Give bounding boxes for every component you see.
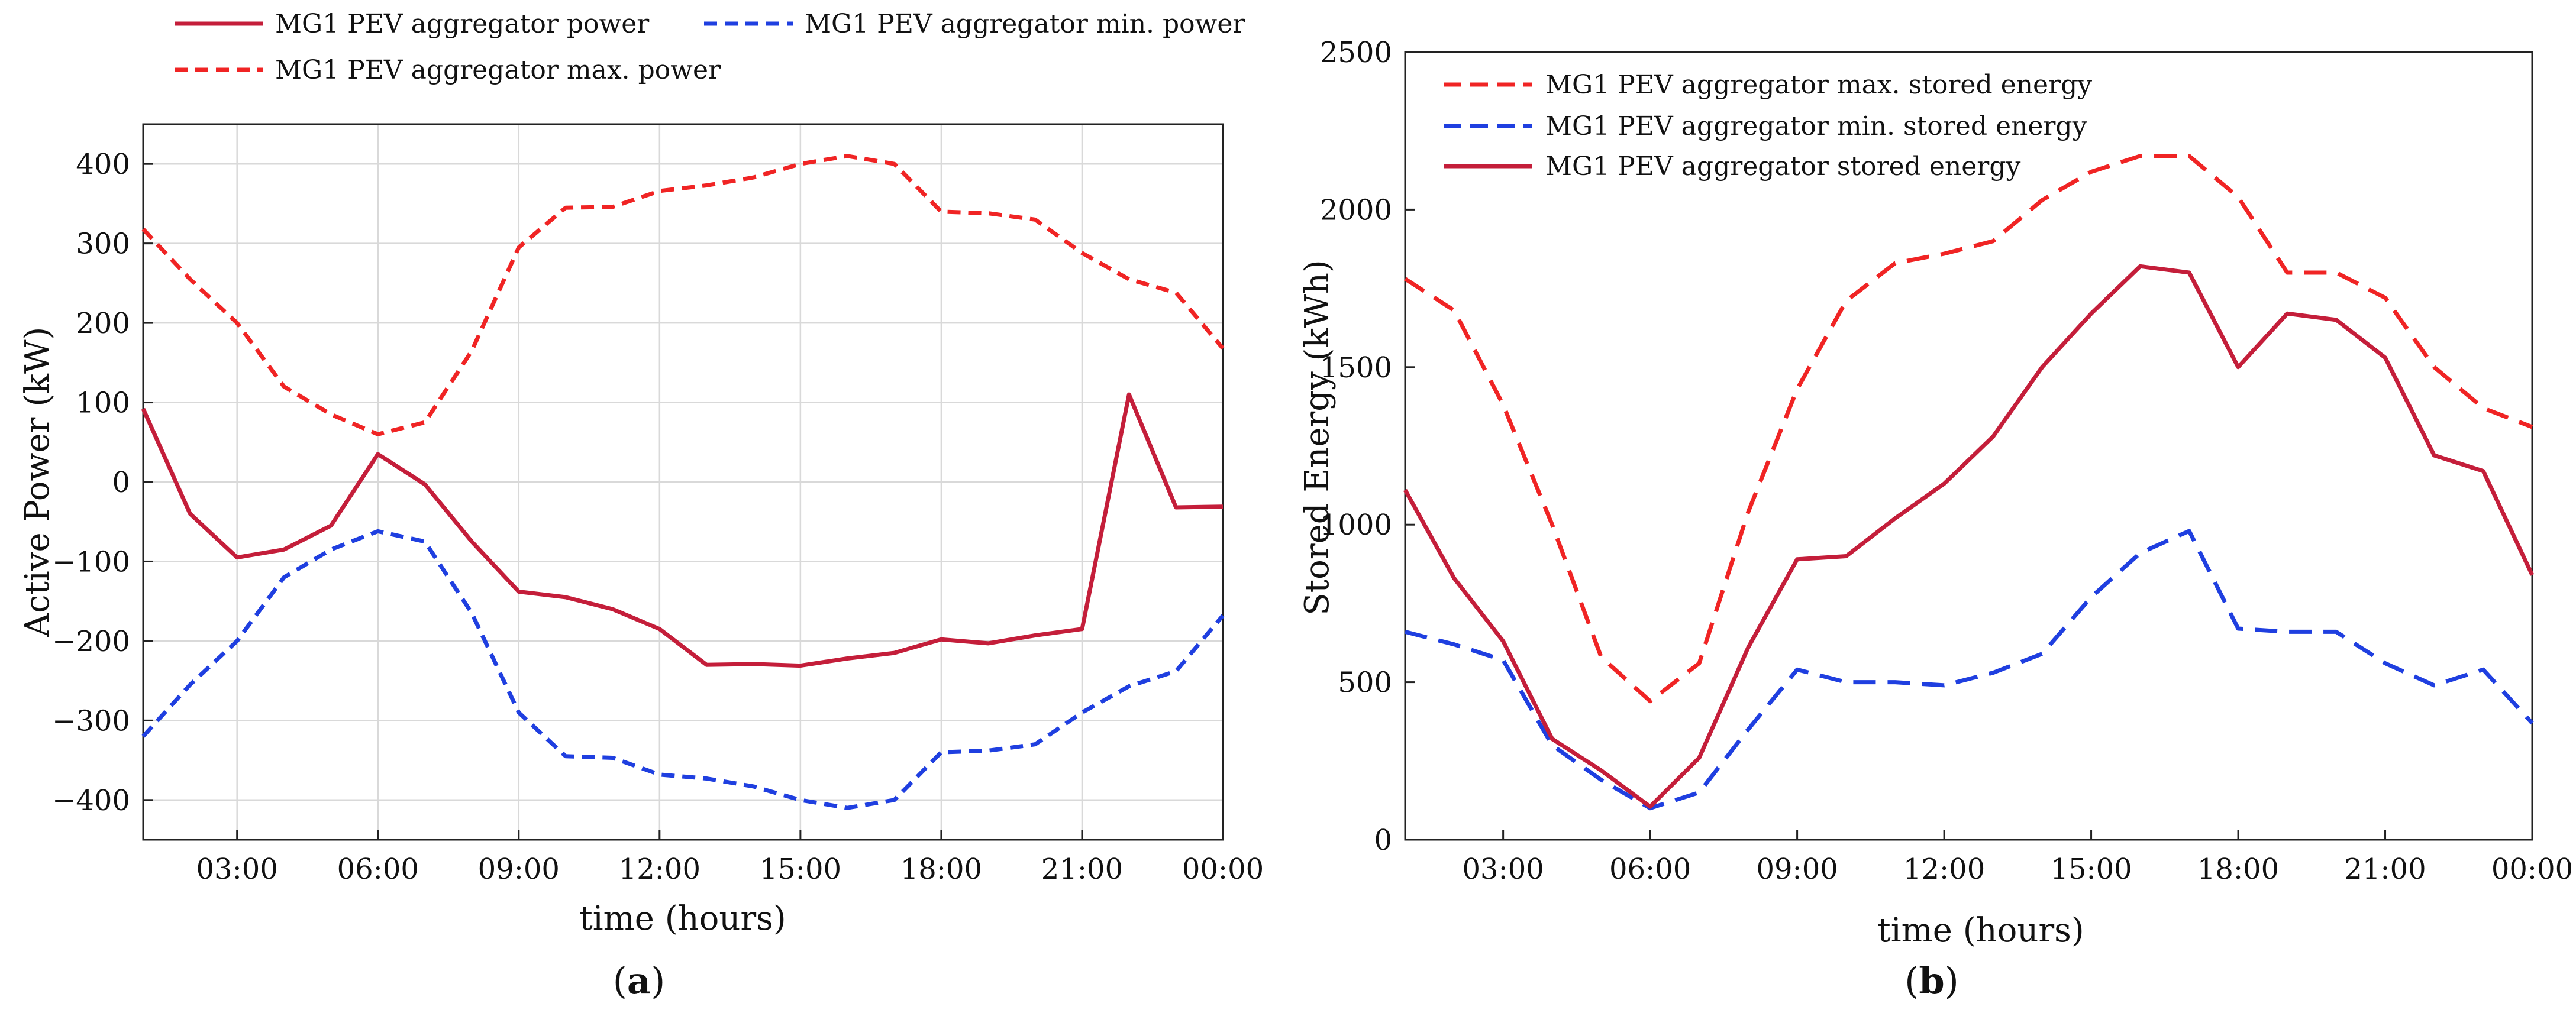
b-series-mg1-pev-aggregator-stored-energy xyxy=(1403,264,2535,809)
a-x-tick-label: 00:00 xyxy=(1182,853,1264,886)
a-y-tick-label: −400 xyxy=(52,784,130,817)
b-y-tick-label: 1000 xyxy=(1320,509,1392,542)
b-legend-entry-min-energy: MG1 PEV aggregator min. stored energy xyxy=(1545,111,2087,141)
b-x-tick-label: 15:00 xyxy=(2050,853,2132,886)
a-series-mg1-pev-aggregator-max-power xyxy=(141,154,1225,436)
b-panel-label: (b) xyxy=(1904,959,1959,1002)
b-series-mg1-pev-aggregator-min-stored-energy xyxy=(1405,529,2534,811)
a-series-mg1-pev-aggregator-power xyxy=(141,392,1224,668)
a-x-axis-label: time (hours) xyxy=(579,899,786,938)
b-x-tick-label: 00:00 xyxy=(2491,853,2573,886)
b-y-tick-label: 2500 xyxy=(1320,36,1392,69)
svg-text:(b): (b) xyxy=(1904,959,1959,1002)
a-series-mg1-pev-aggregator-min-power xyxy=(141,529,1225,810)
a-legend: MG1 PEV aggregator power MG1 PEV aggrega… xyxy=(175,9,1245,85)
b-x-tick-label: 09:00 xyxy=(1756,853,1838,886)
b-legend: MG1 PEV aggregator max. stored energy MG… xyxy=(1444,70,2092,182)
b-series-mg1-pev-aggregator-max-stored-energy xyxy=(1404,154,2533,704)
b-x-tick-label: 12:00 xyxy=(1903,853,1985,886)
b-y-tick-label: 1500 xyxy=(1320,351,1392,384)
a-y-tick-label: −300 xyxy=(52,704,130,737)
b-legend-entry-energy: MG1 PEV aggregator stored energy xyxy=(1545,151,2020,182)
a-legend-entry-max-power: MG1 PEV aggregator max. power xyxy=(275,55,721,85)
a-legend-entry-min-power: MG1 PEV aggregator min. power xyxy=(805,9,1245,39)
a-panel-letter: a xyxy=(627,959,651,1002)
b-plot-frame xyxy=(1404,51,2533,841)
panel-b-energy-chart: 03:00 06:00 09:00 12:00 15:00 18:00 21:00 00:00… xyxy=(1298,36,2573,1002)
b-x-tick-label: 18:00 xyxy=(2197,853,2279,886)
a-grid xyxy=(143,124,1224,840)
a-x-tick-label: 03:00 xyxy=(196,853,278,886)
b-legend-entry-max-energy: MG1 PEV aggregator max. stored energy xyxy=(1545,70,2092,100)
b-y-tick-label: 500 xyxy=(1338,666,1392,700)
b-x-tick-label: 03:00 xyxy=(1462,853,1544,886)
b-y-tick-label: 2000 xyxy=(1320,193,1392,226)
a-y-tick-label: −100 xyxy=(52,545,130,578)
b-x-tick-label: 21:00 xyxy=(2344,853,2426,886)
panel-a-power-chart: 03:00 06:00 09:00 12:00 15:00 18:00 21:00 00:00… xyxy=(18,9,1264,1002)
a-y-tick-label: 0 xyxy=(112,466,130,499)
a-x-tick-label: 21:00 xyxy=(1041,853,1123,886)
b-ticks: 03:00 06:00 09:00 12:00 15:00 18:00 21:00 00:00… xyxy=(1320,36,2573,886)
a-x-tick-label: 15:00 xyxy=(760,853,841,886)
b-x-tick-label: 06:00 xyxy=(1609,853,1691,886)
b-series-lines xyxy=(1403,154,2535,811)
a-y-tick-label: 400 xyxy=(76,148,130,181)
a-legend-entry-power: MG1 PEV aggregator power xyxy=(275,9,650,39)
a-y-tick-label: 100 xyxy=(76,387,130,420)
b-x-axis-label: time (hours) xyxy=(1877,911,2084,950)
a-y-tick-label: 200 xyxy=(76,307,130,340)
a-y-axis-label: Active Power (kW) xyxy=(18,327,57,638)
a-series-lines xyxy=(141,154,1225,810)
a-y-tick-label: 300 xyxy=(76,228,130,261)
a-ticks: 03:00 06:00 09:00 12:00 15:00 18:00 21:00 00:00… xyxy=(52,148,1264,886)
a-x-tick-label: 06:00 xyxy=(337,853,419,886)
a-x-tick-label: 09:00 xyxy=(478,853,560,886)
svg-text:(a): (a) xyxy=(613,959,666,1002)
b-y-tick-label: 0 xyxy=(1374,824,1392,857)
b-y-axis-label: Stored Energy (kWh) xyxy=(1298,260,1337,616)
a-x-tick-label: 18:00 xyxy=(900,853,982,886)
a-x-tick-label: 12:00 xyxy=(619,853,701,886)
a-panel-label: (a) xyxy=(613,959,666,1002)
a-y-tick-label: −200 xyxy=(52,625,130,658)
b-panel-letter: b xyxy=(1919,959,1944,1002)
